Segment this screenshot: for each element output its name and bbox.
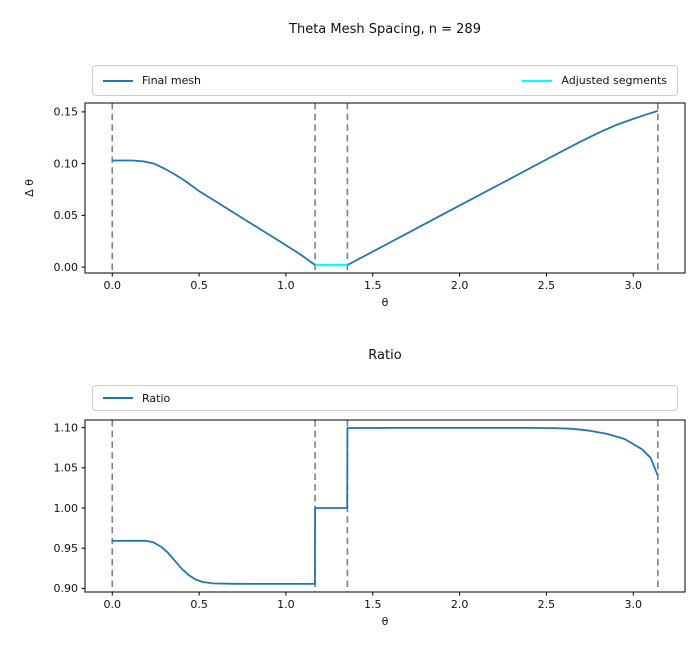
bottom-chart-title: Ratio [368, 348, 402, 363]
x-tick-label: 3.0 [624, 598, 642, 611]
axes-0: 0.0 0.5 1.0 1.5 2.0 2.5 3.0 0.00 0.05 0.10 0.15 [54, 102, 686, 292]
y-tick-label: 0.10 [54, 157, 79, 170]
axes-frame [84, 419, 686, 593]
final-mesh-line [112, 110, 659, 266]
y-tick-label: 0.05 [54, 209, 79, 222]
top-y-axis-label: Δ θ [23, 179, 36, 197]
top-x-axis-label: θ [381, 296, 389, 309]
y-tick-label: 0.90 [54, 582, 79, 595]
y-tick-label: 0.15 [54, 106, 79, 119]
x-tick-label: 2.0 [451, 279, 469, 292]
x-tick-label: 1.0 [277, 279, 295, 292]
legend-label-final-mesh: Final mesh [142, 74, 202, 87]
axes-frame [84, 102, 686, 274]
adjusted-segments-line-swatch [522, 79, 553, 82]
x-tick-label: 3.0 [624, 279, 642, 292]
bottom-legend: Ratio [92, 385, 678, 411]
y-tick-label: 1.10 [54, 421, 79, 434]
x-tick-label: 1.5 [364, 598, 382, 611]
x-tick-label: 0.5 [190, 279, 208, 292]
legend-item-adjusted-segments: Adjusted segments [522, 74, 667, 87]
x-tick-label: 1.5 [364, 279, 382, 292]
axes-1: 0.0 0.5 1.0 1.5 2.0 2.5 3.0 0.90 0.95 1.00 1.05 1.1… [54, 419, 686, 611]
x-tick-label: 2.0 [451, 598, 469, 611]
x-tick-label: 2.5 [538, 279, 556, 292]
ratio-line-swatch [103, 397, 133, 399]
y-tick-label: 0.95 [54, 542, 79, 555]
legend-item-ratio: Ratio [103, 392, 170, 405]
final-mesh-line-swatch [103, 79, 133, 82]
top-chart-title: Theta Mesh Spacing, n = 289 [289, 22, 481, 37]
y-tick-label: 1.05 [54, 462, 79, 475]
ratio-line [112, 426, 659, 585]
y-tick-label: 1.00 [54, 502, 79, 515]
y-tick-label: 0.00 [54, 261, 79, 274]
legend-label-adjusted-segments: Adjusted segments [561, 74, 667, 87]
x-tick-label: 0.0 [104, 598, 122, 611]
top-legend: Final mesh Adjusted segments [92, 65, 678, 96]
x-tick-label: 1.0 [277, 598, 295, 611]
legend-label-ratio: Ratio [142, 391, 171, 405]
x-tick-label: 0.5 [190, 598, 208, 611]
bottom-x-axis-label: θ [381, 615, 389, 628]
x-tick-label: 2.5 [538, 598, 556, 611]
legend-item-final-mesh: Final mesh [103, 74, 201, 87]
x-tick-label: 0.0 [104, 279, 122, 292]
